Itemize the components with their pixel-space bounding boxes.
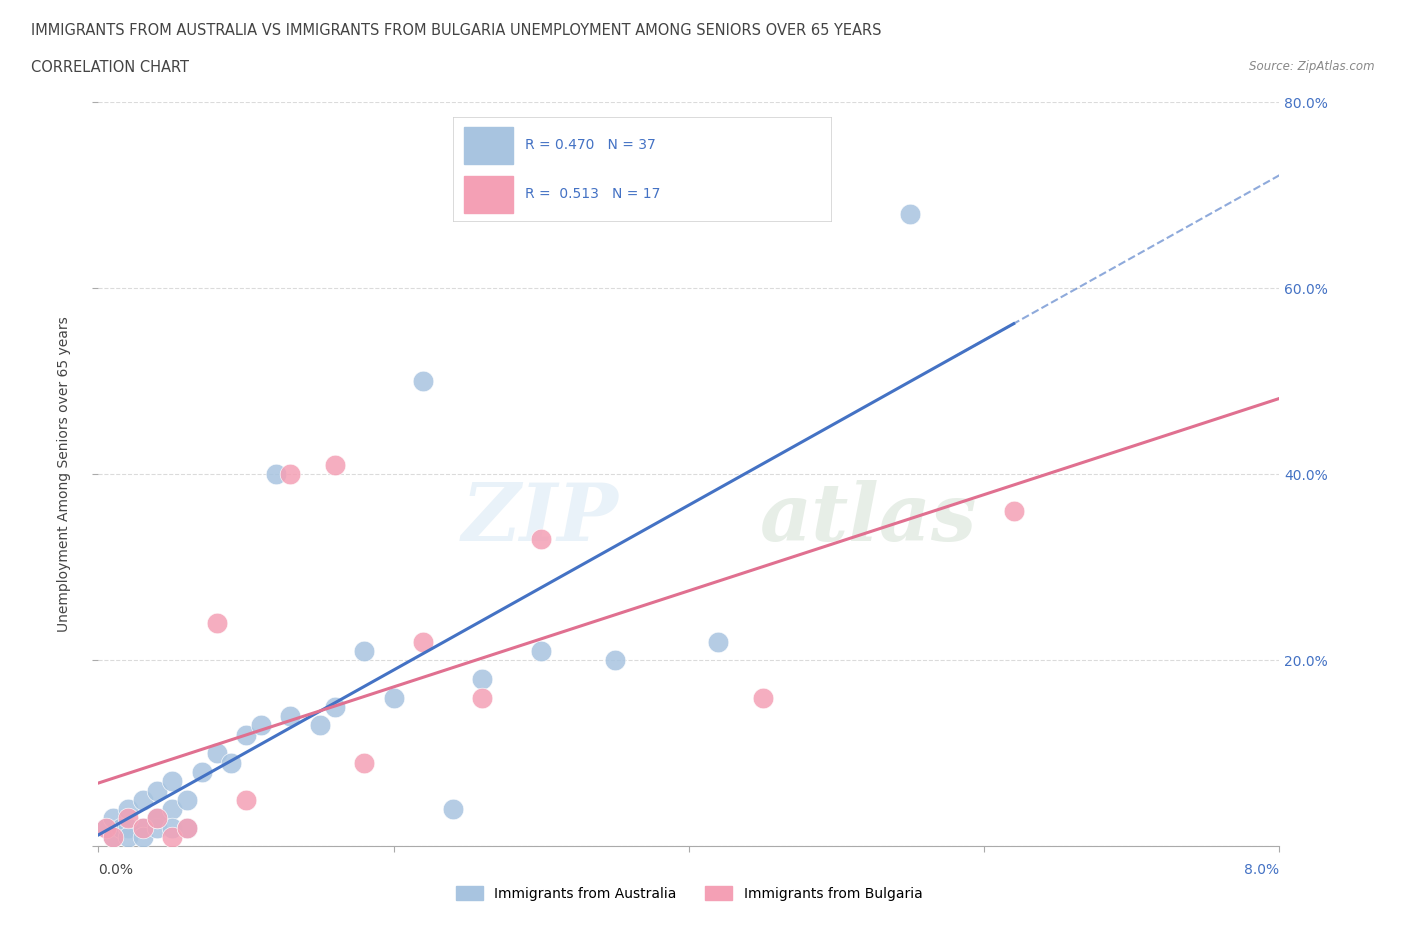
Point xyxy=(132,820,155,835)
Point xyxy=(162,830,183,844)
Point xyxy=(94,820,117,835)
Point xyxy=(530,644,553,658)
Text: atlas: atlas xyxy=(759,480,977,558)
Text: IMMIGRANTS FROM AUSTRALIA VS IMMIGRANTS FROM BULGARIA UNEMPLOYMENT AMONG SENIORS: IMMIGRANTS FROM AUSTRALIA VS IMMIGRANTS … xyxy=(31,23,882,38)
Point xyxy=(132,820,155,835)
Point xyxy=(751,690,773,705)
Text: CORRELATION CHART: CORRELATION CHART xyxy=(31,60,188,75)
Point xyxy=(412,374,434,389)
Point xyxy=(162,802,183,817)
Point xyxy=(205,616,228,631)
Point xyxy=(176,820,198,835)
Point xyxy=(132,792,155,807)
Point xyxy=(353,644,375,658)
Point xyxy=(278,467,302,482)
Point xyxy=(191,764,214,779)
Point xyxy=(176,820,198,835)
Point xyxy=(278,709,302,724)
Point xyxy=(176,792,198,807)
Point xyxy=(117,820,139,835)
Point xyxy=(353,755,375,770)
Point xyxy=(1002,504,1025,519)
Point xyxy=(117,802,139,817)
Point xyxy=(264,467,287,482)
Point xyxy=(471,671,494,686)
Point xyxy=(471,690,494,705)
Text: 8.0%: 8.0% xyxy=(1244,863,1279,877)
Point xyxy=(605,653,627,668)
Text: Source: ZipAtlas.com: Source: ZipAtlas.com xyxy=(1250,60,1375,73)
Point xyxy=(117,811,139,826)
Legend: Immigrants from Australia, Immigrants from Bulgaria: Immigrants from Australia, Immigrants fr… xyxy=(450,881,928,907)
Text: 0.0%: 0.0% xyxy=(98,863,134,877)
Point xyxy=(110,820,132,835)
Point xyxy=(235,727,257,742)
Point xyxy=(308,718,332,733)
Point xyxy=(441,802,464,817)
Point xyxy=(146,820,169,835)
Point xyxy=(900,206,922,221)
Point xyxy=(382,690,405,705)
Text: ZIP: ZIP xyxy=(461,480,619,558)
Point xyxy=(117,830,139,844)
Point xyxy=(323,458,346,472)
Point xyxy=(219,755,242,770)
Point xyxy=(94,820,117,835)
Point xyxy=(162,820,183,835)
Point xyxy=(530,532,553,547)
Point xyxy=(103,811,125,826)
Point xyxy=(235,792,257,807)
Point xyxy=(146,811,169,826)
Point xyxy=(162,774,183,789)
Point xyxy=(146,811,169,826)
Point xyxy=(323,699,346,714)
Point xyxy=(103,830,125,844)
Point xyxy=(205,746,228,761)
Point xyxy=(250,718,273,733)
Point xyxy=(103,830,125,844)
Point xyxy=(132,830,155,844)
Point xyxy=(412,634,434,649)
Point xyxy=(146,783,169,798)
Point xyxy=(146,811,169,826)
Point xyxy=(707,634,730,649)
Y-axis label: Unemployment Among Seniors over 65 years: Unemployment Among Seniors over 65 years xyxy=(58,316,72,632)
